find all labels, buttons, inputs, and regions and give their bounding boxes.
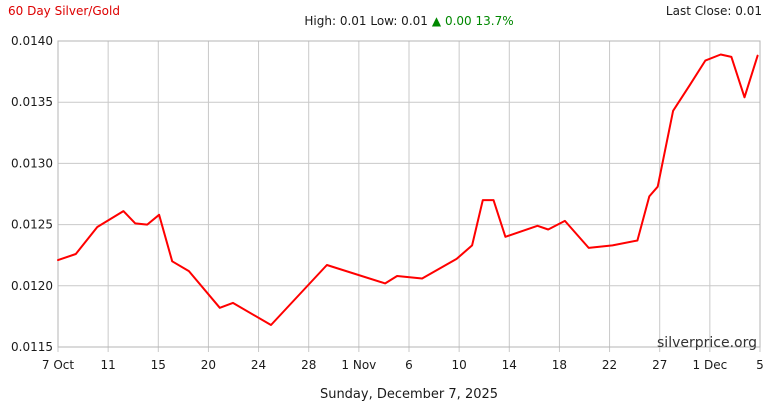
x-tick-label: 28 — [301, 358, 316, 372]
x-tick-label: 20 — [201, 358, 216, 372]
x-tick-label: 7 Oct — [42, 358, 74, 372]
y-tick-label: 0.0120 — [11, 279, 53, 293]
x-tick-label: 10 — [452, 358, 467, 372]
high-low-row: High: 0.01 Low: 0.01 ▲ 0.00 13.7% — [58, 14, 760, 28]
high-low-label: High: 0.01 Low: 0.01 — [304, 14, 428, 28]
y-tick-label: 0.0125 — [11, 218, 53, 232]
x-tick-label: 11 — [101, 358, 116, 372]
x-tick-label: 15 — [151, 358, 166, 372]
chart-title: 60 Day Silver/Gold — [8, 4, 120, 18]
x-tick-label: 1 Dec — [693, 358, 728, 372]
y-tick-label: 0.0115 — [11, 340, 53, 354]
x-tick-label: 14 — [502, 358, 517, 372]
y-tick-label: 0.0135 — [11, 95, 53, 109]
plot-border — [57, 40, 761, 348]
x-tick-label: 22 — [602, 358, 617, 372]
watermark: silverprice.org — [657, 335, 757, 351]
change-label: ▲ 0.00 13.7% — [431, 14, 514, 28]
x-tick-label: 18 — [552, 358, 567, 372]
last-close-label: Last Close: 0.01 — [665, 4, 762, 18]
x-tick-label: 6 — [405, 358, 413, 372]
y-tick-label: 0.0140 — [11, 34, 53, 48]
y-tick-label: 0.0130 — [11, 156, 53, 170]
price-line — [57, 53, 759, 326]
x-tick-label: 27 — [652, 358, 667, 372]
x-tick-label: 24 — [251, 358, 266, 372]
x-tick-label: 5 — [756, 358, 764, 372]
current-date-label: Sunday, December 7, 2025 — [319, 387, 499, 402]
x-tick-label: 1 Nov — [341, 358, 376, 372]
